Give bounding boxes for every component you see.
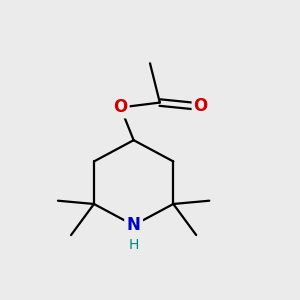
Text: O: O (194, 97, 208, 115)
Text: N: N (127, 216, 141, 234)
Text: H: H (128, 238, 139, 252)
Text: O: O (113, 98, 128, 116)
